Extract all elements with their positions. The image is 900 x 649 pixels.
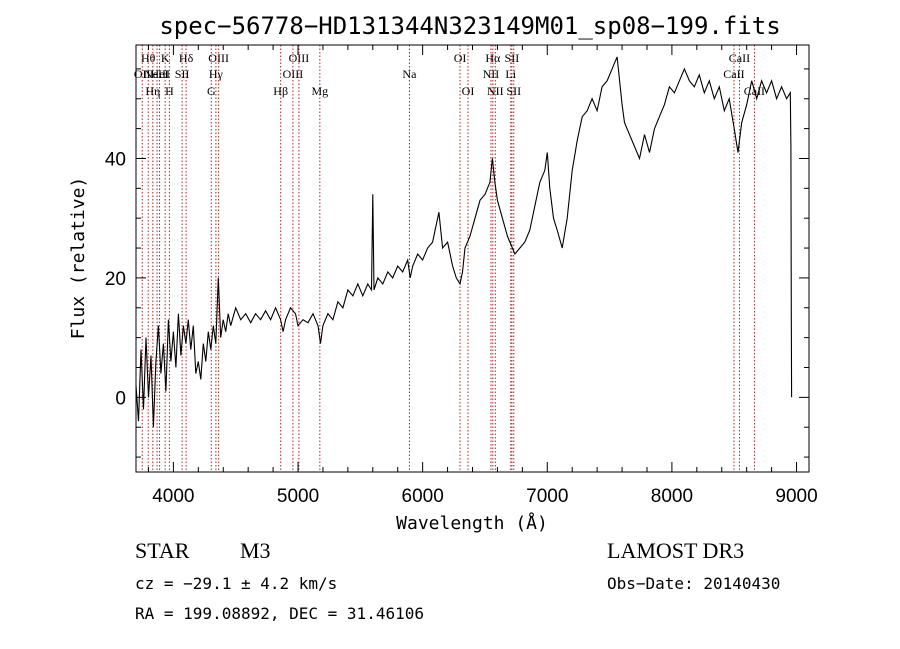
object-class: STAR: [135, 538, 190, 563]
spectral-line-label: Li: [505, 67, 516, 81]
y-tick-label: 40: [105, 149, 126, 170]
spectral-line-label: NeIII: [144, 67, 170, 81]
spectral-line-label: Mg: [311, 84, 328, 98]
x-tick-label: 7000: [526, 486, 568, 507]
spectral-line-label: OII: [134, 67, 151, 81]
y-tick-label: 0: [115, 388, 126, 409]
spectral-line-label: Hθ: [141, 51, 156, 65]
spectral-line-label: NII: [483, 67, 500, 81]
spectral-line-label: Hγ: [209, 67, 224, 81]
spectral-line-label: SII: [506, 84, 521, 98]
spectral-line-label: OI: [462, 84, 475, 98]
ra-dec-coordinates: RA = 199.08892, DEC = 31.46106: [135, 604, 424, 623]
spectral-line-label: H: [165, 84, 174, 98]
spectral-line-label: OIII: [283, 67, 304, 81]
survey-name: LAMOST DR3: [607, 538, 744, 563]
x-axis-label: Wavelength (Å): [396, 512, 548, 534]
spectral-line-label: OI: [454, 51, 467, 65]
spectral-line-label: Na: [402, 67, 417, 81]
spectral-line-label: Hη: [145, 84, 160, 98]
spectral-line-label: CaII: [729, 51, 750, 65]
spectral-line-label: Hβ: [273, 84, 288, 98]
flux-series: [135, 56, 793, 428]
x-tick-label: 8000: [651, 486, 693, 507]
spectral-line-label: OIII: [208, 51, 229, 65]
y-axis-label: Flux (relative): [68, 177, 89, 340]
x-tick-label: 6000: [402, 486, 444, 507]
object-subclass: M3: [240, 538, 271, 563]
x-tick-label: 5000: [277, 486, 319, 507]
spectral-line-label: K: [161, 51, 170, 65]
spectral-line-label: Hδ: [179, 51, 194, 65]
spectral-line-label: G: [207, 84, 216, 98]
x-tick-label: 4000: [152, 486, 194, 507]
spectral-line-label: NII: [487, 84, 504, 98]
spectral-line-label: SII: [505, 51, 520, 65]
observation-date: Obs−Date: 20140430: [607, 574, 780, 593]
spectral-line-label: SII: [175, 67, 190, 81]
spectral-line-label: HeI: [151, 67, 169, 81]
y-tick-label: 20: [105, 269, 126, 290]
emission-lines: [141, 45, 755, 472]
spectral-line-label: CaII: [723, 67, 744, 81]
redshift-velocity: cz = −29.1 ± 4.2 km/s: [135, 574, 337, 593]
spectral-line-label: Hα: [485, 51, 501, 65]
chart-title: spec−56778−HD131344N323149M01_sp08−199.f…: [159, 12, 780, 40]
line-labels: OIIHθHηNeIIIHeIKHSIIHδGHγOIIIHβOIIIOIIIM…: [134, 51, 765, 98]
spectral-line-label: OIII: [289, 51, 310, 65]
x-tick-label: 9000: [775, 486, 817, 507]
axis-ticks: 4000 5000 6000 7000 8000 9000 0 20 40: [105, 45, 818, 507]
